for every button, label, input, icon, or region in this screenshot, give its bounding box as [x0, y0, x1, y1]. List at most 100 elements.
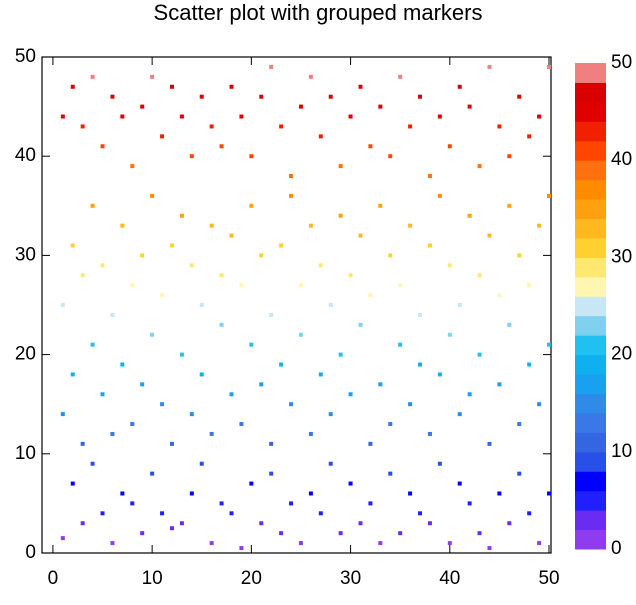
x-tick-label: 10 — [142, 568, 163, 589]
point — [189, 154, 194, 159]
point — [169, 84, 174, 89]
colorbar-segment — [575, 354, 606, 375]
point — [477, 164, 482, 169]
point — [289, 501, 294, 506]
x-tick-label: 40 — [439, 568, 460, 589]
point — [398, 74, 403, 79]
point — [378, 203, 383, 208]
point — [418, 511, 423, 516]
point — [388, 154, 393, 159]
point — [358, 233, 363, 238]
point — [378, 104, 383, 109]
point — [100, 263, 105, 268]
point — [219, 144, 224, 149]
point — [140, 253, 145, 258]
point — [219, 273, 224, 278]
point — [447, 263, 452, 268]
point — [120, 491, 125, 496]
point — [199, 372, 204, 377]
x-tick-label: 20 — [241, 568, 262, 589]
point — [140, 531, 145, 536]
point — [418, 94, 423, 99]
point — [457, 303, 462, 307]
point — [298, 104, 303, 109]
point — [427, 174, 432, 179]
point — [497, 293, 502, 298]
point — [110, 94, 115, 99]
point — [279, 362, 284, 367]
point — [130, 422, 135, 427]
point — [398, 342, 403, 347]
point — [318, 134, 323, 139]
point — [368, 144, 373, 149]
point — [100, 392, 105, 397]
point — [298, 332, 303, 337]
point — [199, 94, 204, 99]
point — [308, 74, 313, 79]
point — [249, 342, 254, 347]
point — [507, 154, 512, 159]
point — [437, 193, 442, 198]
colorbar-segment — [575, 63, 606, 83]
point — [169, 243, 174, 248]
point — [298, 283, 303, 288]
point — [269, 312, 274, 317]
y-tick-label: 50 — [15, 46, 36, 67]
point — [517, 422, 522, 427]
point — [338, 213, 343, 218]
point — [160, 402, 165, 407]
point — [388, 422, 393, 427]
colorbar-tick-label: 20 — [611, 344, 632, 365]
point — [90, 203, 95, 208]
point — [348, 481, 353, 486]
point — [457, 481, 462, 486]
colorbar-segment — [575, 315, 606, 336]
point — [408, 223, 413, 228]
point — [100, 144, 105, 149]
point — [517, 253, 522, 258]
point — [130, 501, 135, 506]
point — [110, 312, 115, 317]
point — [477, 273, 482, 278]
point — [60, 114, 65, 119]
colorbar-segment — [575, 490, 606, 511]
plot-frame — [41, 56, 552, 554]
point — [457, 412, 462, 417]
point — [269, 64, 274, 69]
colorbar-segment — [575, 82, 606, 103]
point — [259, 253, 264, 258]
point — [229, 392, 234, 397]
point — [60, 412, 65, 417]
point — [318, 263, 323, 268]
point — [437, 114, 442, 119]
colorbar-segment — [575, 374, 606, 394]
colorbar-segment — [575, 451, 606, 472]
point — [130, 283, 135, 288]
point — [497, 491, 502, 496]
point — [120, 362, 125, 367]
point — [497, 382, 502, 387]
point — [427, 431, 432, 436]
point — [338, 164, 343, 169]
colorbar-tick-label: 40 — [611, 149, 632, 170]
point — [160, 134, 165, 139]
point — [527, 134, 532, 139]
point — [537, 223, 542, 228]
point — [477, 531, 482, 536]
point — [189, 412, 194, 417]
point — [229, 233, 234, 238]
point — [537, 541, 542, 546]
point — [368, 441, 373, 446]
point — [398, 531, 403, 536]
point — [298, 541, 303, 546]
point — [150, 193, 155, 198]
point — [527, 283, 532, 288]
point — [100, 511, 105, 516]
point — [130, 164, 135, 169]
point — [219, 501, 224, 506]
colorbar-segment — [575, 335, 606, 356]
point — [150, 471, 155, 476]
point — [467, 501, 472, 506]
point — [239, 422, 244, 427]
point — [160, 293, 165, 298]
